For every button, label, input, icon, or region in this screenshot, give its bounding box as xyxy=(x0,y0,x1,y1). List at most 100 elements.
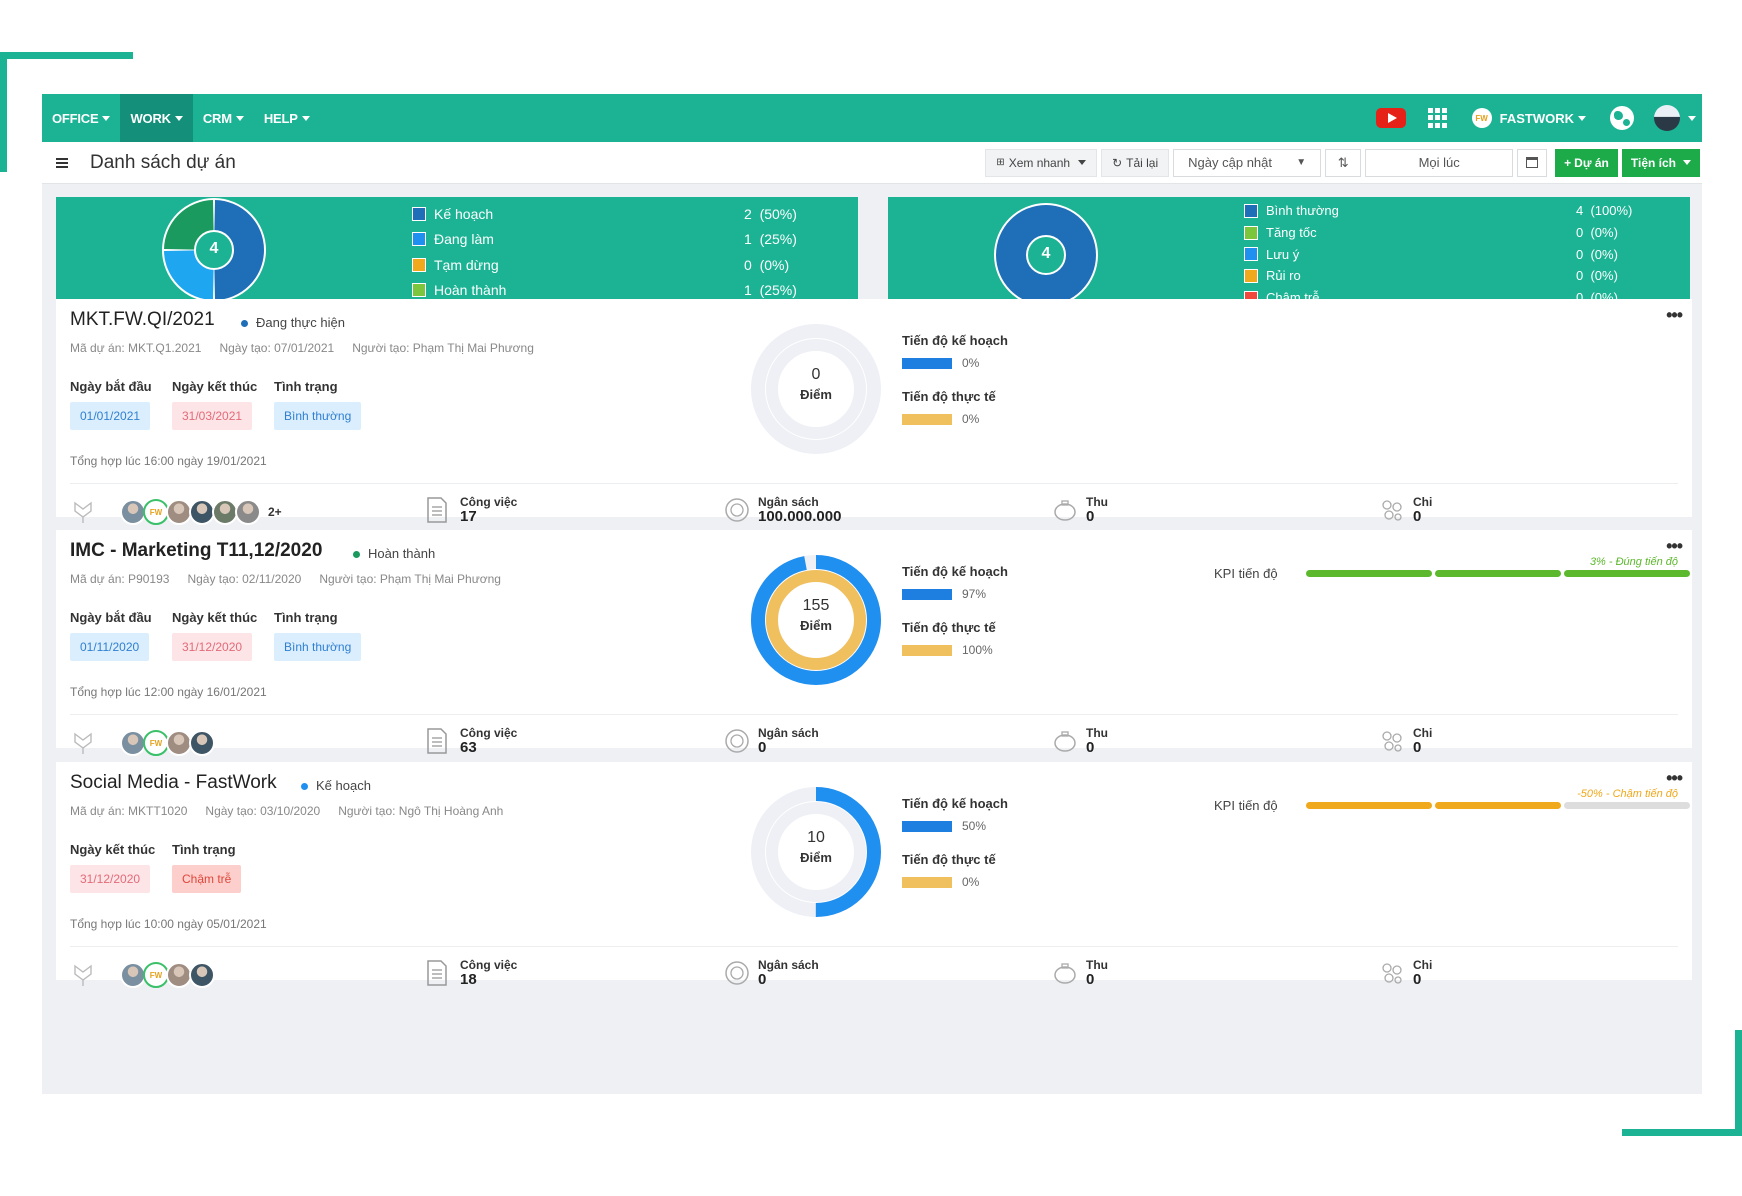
pin-icon[interactable] xyxy=(70,962,96,988)
score-donut xyxy=(751,555,881,685)
health-donut-chart xyxy=(994,203,1098,307)
footer-expense[interactable]: Chi 0 xyxy=(1379,958,1432,988)
end-date-chip: 31/12/2020 xyxy=(172,633,253,661)
quick-view-label: Xem nhanh xyxy=(1008,155,1071,170)
youtube-icon[interactable] xyxy=(1375,108,1406,128)
user-avatar[interactable] xyxy=(1654,105,1680,131)
calendar-button[interactable] xyxy=(1517,148,1548,177)
nav-menu-work[interactable]: WORK xyxy=(120,94,193,142)
budget-icon xyxy=(724,960,749,986)
project-created: Ngày tạo: 02/11/2020 xyxy=(187,572,302,586)
status-legend-row: Tạm dừng 0 (0%) xyxy=(412,252,797,278)
status-dot-icon xyxy=(353,551,360,559)
footer-expense[interactable]: Chi 0 xyxy=(1379,495,1432,525)
project-name[interactable]: MKT.FW.QI/2021 xyxy=(70,309,215,330)
tasks-value: 17 xyxy=(460,508,477,525)
legend-value: 0 (0%) xyxy=(1576,246,1618,262)
nav-menu-office[interactable]: OFFICE xyxy=(42,94,120,142)
project-name[interactable]: Social Media - FastWork xyxy=(70,772,277,793)
member-avatar[interactable] xyxy=(189,962,215,988)
health-legend-row: Bình thường 4 (100%) xyxy=(1244,200,1632,222)
actual-progress-bar xyxy=(902,414,952,425)
score-donut xyxy=(751,787,881,917)
health-total: 4 xyxy=(1041,245,1051,262)
footer-income[interactable]: Thu 0 xyxy=(1052,726,1108,756)
budget-value: 100.000.000 xyxy=(758,508,842,525)
budget-value: 0 xyxy=(758,971,767,988)
member-avatar[interactable] xyxy=(212,499,238,525)
globe-icon[interactable] xyxy=(1610,106,1634,130)
sort-select[interactable]: Ngày cập nhật ▼ xyxy=(1173,148,1322,177)
status-label: Đang thực hiện xyxy=(256,315,345,330)
member-avatar[interactable] xyxy=(189,730,215,756)
member-avatar[interactable]: FW xyxy=(143,499,169,525)
expense-icon xyxy=(1379,960,1402,986)
status-legend-row: Kế hoạch 2 (50%) xyxy=(412,201,797,227)
kpi-note: -50% - Chậm tiến độ xyxy=(1577,788,1678,800)
footer-budget[interactable]: Ngân sách 0 xyxy=(724,726,819,756)
caret-down-icon[interactable] xyxy=(1688,115,1696,121)
plan-progress-label: Tiến độ kế hoạch xyxy=(902,333,1008,348)
caret-down-icon xyxy=(174,115,183,121)
plus-icon: + xyxy=(1564,155,1572,170)
frame-corner-top-left-v xyxy=(0,52,7,172)
status-summary-panel: 4 Kế hoạch 2 (50%) Đang làm 1 (25%) Tạm dừng… xyxy=(56,197,858,303)
project-card[interactable]: Social Media - FastWork Kế hoạch ••• Mã dự … xyxy=(56,762,1692,988)
frame-corner-bottom-right-h xyxy=(1622,1129,1742,1136)
utilities-button[interactable]: Tiện ích xyxy=(1621,148,1700,177)
member-avatar[interactable] xyxy=(166,962,192,988)
budget-label: Ngân sách xyxy=(758,495,819,509)
nav-menu-help[interactable]: HELP xyxy=(254,94,320,142)
score-value: 0 xyxy=(811,366,821,383)
status-legend-row: Đang làm 1 (25%) xyxy=(412,227,797,253)
footer-tasks[interactable]: Công việc 18 xyxy=(426,958,517,988)
company-switcher[interactable]: FASTWORK xyxy=(1500,111,1586,126)
footer-budget[interactable]: Ngân sách 100.000.000 xyxy=(724,495,841,525)
footer-expense[interactable]: Chi 0 xyxy=(1379,726,1432,756)
project-card[interactable]: IMC - Marketing T11,12/2020 Hoàn thành •••… xyxy=(56,530,1692,756)
legend-swatch xyxy=(412,232,426,247)
menu-icon[interactable] xyxy=(56,156,68,170)
member-avatars[interactable]: FW xyxy=(120,730,215,756)
calendar-icon xyxy=(1526,157,1539,168)
legend-swatch xyxy=(412,206,426,221)
plan-progress-bar xyxy=(902,358,952,369)
footer-budget[interactable]: Ngân sách 0 xyxy=(724,958,819,988)
legend-swatch xyxy=(1244,247,1258,262)
nav-menu-crm[interactable]: CRM xyxy=(193,94,254,142)
more-options-icon[interactable]: ••• xyxy=(1666,536,1683,556)
date-range-input[interactable]: Mọi lúc xyxy=(1365,148,1514,177)
project-meta: Mã dự án: MKTT1020 Ngày tạo: 03/10/2020 Ng… xyxy=(70,804,521,818)
legend-swatch xyxy=(1244,203,1258,218)
legend-value: 1 (25%) xyxy=(744,231,797,248)
more-options-icon[interactable]: ••• xyxy=(1666,768,1683,788)
expense-value: 0 xyxy=(1413,971,1422,988)
footer-income[interactable]: Thu 0 xyxy=(1052,495,1108,525)
pin-icon[interactable] xyxy=(70,730,96,756)
member-avatar[interactable] xyxy=(235,499,261,525)
footer-tasks[interactable]: Công việc 17 xyxy=(426,495,517,525)
nav-right: FW FASTWORK xyxy=(1375,94,1702,142)
project-creator: Người tạo: Phạm Thị Mai Phương xyxy=(319,572,501,586)
start-date-chip: 01/01/2021 xyxy=(70,402,151,430)
toolbar-actions: ⊞ Xem nhanh ↻ Tải lại Ngày cập nhật ▼ ⇅ Mọi… xyxy=(985,148,1702,177)
apps-grid-icon[interactable] xyxy=(1427,108,1448,128)
footer-tasks[interactable]: Công việc 63 xyxy=(426,726,517,756)
company-logo: FW xyxy=(1471,108,1492,128)
project-name[interactable]: IMC - Marketing T11,12/2020 xyxy=(70,540,323,561)
pin-icon[interactable] xyxy=(70,499,96,525)
member-avatars[interactable]: FW 2+ xyxy=(120,499,282,525)
more-members-count[interactable]: 2+ xyxy=(268,505,282,519)
tasks-icon xyxy=(426,728,448,754)
member-avatars[interactable]: FW xyxy=(120,962,215,988)
card-divider xyxy=(70,714,1678,715)
more-options-icon[interactable]: ••• xyxy=(1666,305,1683,325)
reload-button[interactable]: ↻ Tải lại xyxy=(1101,148,1170,177)
member-avatar[interactable] xyxy=(189,499,215,525)
actual-progress-value: 0% xyxy=(962,875,980,889)
quick-view-button[interactable]: ⊞ Xem nhanh xyxy=(985,148,1098,177)
sort-order-icon[interactable]: ⇅ xyxy=(1325,148,1362,177)
footer-income[interactable]: Thu 0 xyxy=(1052,958,1108,988)
add-project-button[interactable]: + Dự án xyxy=(1555,148,1618,177)
project-card[interactable]: MKT.FW.QI/2021 Đang thực hiện ••• Mã dự án:… xyxy=(56,299,1692,525)
